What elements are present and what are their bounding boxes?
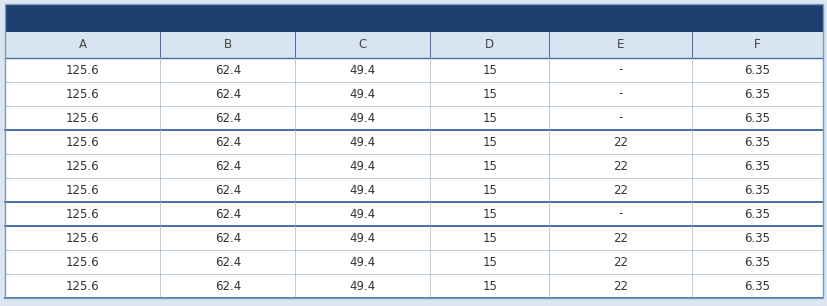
- Bar: [5, 178, 822, 202]
- Text: 15: 15: [481, 232, 496, 244]
- Bar: [5, 4, 822, 32]
- Bar: [5, 154, 822, 178]
- Text: 125.6: 125.6: [66, 64, 99, 76]
- Text: 15: 15: [481, 159, 496, 173]
- Text: 6.35: 6.35: [743, 256, 770, 268]
- Text: 125.6: 125.6: [66, 136, 99, 148]
- Text: 15: 15: [481, 256, 496, 268]
- Text: -: -: [618, 207, 622, 221]
- Text: 62.4: 62.4: [214, 88, 241, 100]
- Text: 62.4: 62.4: [214, 279, 241, 293]
- Text: 15: 15: [481, 88, 496, 100]
- Bar: [5, 32, 822, 58]
- Text: 6.35: 6.35: [743, 64, 770, 76]
- Text: 15: 15: [481, 111, 496, 125]
- Text: 6.35: 6.35: [743, 136, 770, 148]
- Text: 49.4: 49.4: [349, 136, 375, 148]
- Text: 6.35: 6.35: [743, 232, 770, 244]
- Text: 62.4: 62.4: [214, 159, 241, 173]
- Text: 49.4: 49.4: [349, 184, 375, 196]
- Text: 49.4: 49.4: [349, 232, 375, 244]
- Text: 22: 22: [612, 279, 628, 293]
- Bar: [5, 106, 822, 130]
- Text: 62.4: 62.4: [214, 232, 241, 244]
- Text: 15: 15: [481, 279, 496, 293]
- Text: 15: 15: [481, 184, 496, 196]
- Text: 49.4: 49.4: [349, 111, 375, 125]
- Text: 49.4: 49.4: [349, 279, 375, 293]
- Text: -: -: [618, 111, 622, 125]
- Text: 6.35: 6.35: [743, 184, 770, 196]
- Text: 22: 22: [612, 184, 628, 196]
- Text: 62.4: 62.4: [214, 111, 241, 125]
- Text: B: B: [223, 39, 232, 51]
- Bar: [5, 226, 822, 250]
- Text: 49.4: 49.4: [349, 64, 375, 76]
- Text: 62.4: 62.4: [214, 136, 241, 148]
- Text: 62.4: 62.4: [214, 64, 241, 76]
- Text: 125.6: 125.6: [66, 232, 99, 244]
- Text: C: C: [358, 39, 366, 51]
- Text: -: -: [618, 64, 622, 76]
- Text: 6.35: 6.35: [743, 159, 770, 173]
- Text: 125.6: 125.6: [66, 88, 99, 100]
- Text: -: -: [618, 88, 622, 100]
- Text: 15: 15: [481, 136, 496, 148]
- Text: 125.6: 125.6: [66, 184, 99, 196]
- Text: F: F: [753, 39, 760, 51]
- Text: 125.6: 125.6: [66, 159, 99, 173]
- Text: 6.35: 6.35: [743, 207, 770, 221]
- Text: 49.4: 49.4: [349, 256, 375, 268]
- Text: 125.6: 125.6: [66, 256, 99, 268]
- Text: A: A: [79, 39, 87, 51]
- Text: 22: 22: [612, 136, 628, 148]
- Text: 125.6: 125.6: [66, 279, 99, 293]
- Text: 62.4: 62.4: [214, 256, 241, 268]
- Text: 22: 22: [612, 256, 628, 268]
- Text: D: D: [485, 39, 494, 51]
- Bar: [5, 202, 822, 226]
- Text: 49.4: 49.4: [349, 207, 375, 221]
- Text: 6.35: 6.35: [743, 111, 770, 125]
- Bar: [5, 82, 822, 106]
- Text: 15: 15: [481, 207, 496, 221]
- Text: 22: 22: [612, 232, 628, 244]
- Text: 15: 15: [481, 64, 496, 76]
- Bar: [5, 130, 822, 154]
- Bar: [5, 58, 822, 82]
- Bar: [5, 250, 822, 274]
- Text: 49.4: 49.4: [349, 88, 375, 100]
- Text: 49.4: 49.4: [349, 159, 375, 173]
- Bar: [5, 274, 822, 298]
- Text: 125.6: 125.6: [66, 111, 99, 125]
- Text: 62.4: 62.4: [214, 184, 241, 196]
- Text: 125.6: 125.6: [66, 207, 99, 221]
- Text: 6.35: 6.35: [743, 88, 770, 100]
- Text: 62.4: 62.4: [214, 207, 241, 221]
- Text: 6.35: 6.35: [743, 279, 770, 293]
- Text: 22: 22: [612, 159, 628, 173]
- Text: E: E: [616, 39, 624, 51]
